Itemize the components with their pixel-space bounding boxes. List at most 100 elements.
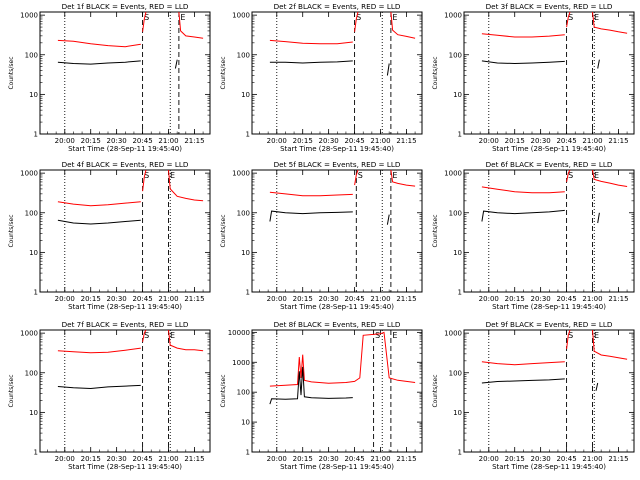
end-marker-label: E — [392, 331, 397, 340]
y-tick-label: 10 — [453, 91, 462, 99]
lld-series-line-seg1 — [566, 11, 571, 28]
lld-series-line-seg0 — [269, 39, 353, 45]
lld-series-line-seg1 — [142, 11, 147, 32]
start-marker-label: S — [568, 331, 573, 340]
start-marker-label: S — [144, 171, 149, 180]
panel-title: Det 8f BLACK = Events, RED = LLD — [274, 320, 401, 329]
x-tick-label: 20:15 — [293, 455, 313, 463]
events-series-line-seg0 — [57, 60, 141, 65]
y-tick-label: 1 — [246, 449, 250, 457]
x-tick-label: 21:15 — [396, 137, 416, 145]
y-axis-label: Counts/sec — [432, 374, 439, 407]
x-tick-label: 21:15 — [184, 455, 204, 463]
x-tick-label: 20:45 — [556, 455, 576, 463]
events-series-line-seg1 — [597, 59, 600, 69]
y-tick-label: 1000 — [232, 12, 250, 20]
y-tick-label: 100 — [449, 369, 462, 377]
lld-series-line-seg1 — [142, 169, 147, 192]
x-axis-label: Start Time (28-Sep-11 19:45:40) — [68, 463, 182, 471]
y-tick-label: 10 — [241, 249, 250, 257]
lld-series-line-seg0 — [269, 331, 416, 387]
x-tick-label: 20:45 — [556, 137, 576, 145]
start-marker-label: S — [375, 331, 380, 340]
start-marker-label: S — [144, 13, 149, 22]
y-tick-label: 1000 — [444, 170, 462, 178]
x-tick-label: 20:45 — [344, 295, 364, 303]
y-tick-label: 1000 — [20, 170, 38, 178]
x-tick-label: 20:00 — [479, 137, 499, 145]
y-tick-label: 1 — [34, 131, 38, 139]
end-marker-label: E — [594, 13, 599, 22]
y-tick-label: 1 — [34, 289, 38, 297]
x-tick-label: 21:00 — [370, 137, 390, 145]
x-tick-label: 20:00 — [55, 455, 75, 463]
lld-series-line-seg2 — [592, 11, 628, 34]
y-tick-label: 10 — [241, 91, 250, 99]
x-tick-label: 20:45 — [344, 137, 364, 145]
lld-series-line-seg0 — [57, 347, 141, 354]
events-series-line-seg0 — [57, 219, 141, 225]
y-axis-label: Counts/sec — [432, 214, 439, 247]
panel-title: Det 7f BLACK = Events, RED = LLD — [62, 320, 189, 329]
y-axis-label: Counts/sec — [220, 56, 227, 89]
x-tick-label: 20:15 — [81, 137, 101, 145]
plot-frame — [463, 329, 635, 453]
plot-frame — [39, 11, 211, 135]
events-series-line-seg1 — [174, 59, 178, 69]
x-tick-label: 20:00 — [267, 137, 287, 145]
y-tick-label: 10 — [241, 419, 250, 427]
events-series-line-seg0 — [481, 209, 565, 222]
x-tick-label: 21:15 — [184, 295, 204, 303]
x-tick-label: 21:00 — [158, 455, 178, 463]
lld-series-line-seg2 — [168, 329, 204, 352]
lld-series-line-seg1 — [566, 329, 571, 349]
end-marker-label: E — [392, 171, 397, 180]
events-series-line-seg1 — [597, 212, 600, 224]
y-tick-label: 100 — [237, 389, 250, 397]
detector-panel-5: Det 5f BLACK = Events, RED = LLD Counts/s… — [220, 160, 423, 311]
y-tick-label: 1000 — [20, 12, 38, 20]
y-tick-label: 100 — [449, 209, 462, 217]
detector-panel-2: Det 2f BLACK = Events, RED = LLD Counts/s… — [220, 2, 423, 153]
lld-series-line-seg0 — [481, 186, 565, 194]
end-marker-label: E — [392, 13, 397, 22]
events-series-line-seg0 — [269, 210, 353, 222]
lld-series-line-seg1 — [566, 169, 571, 182]
x-tick-label: 20:15 — [505, 295, 525, 303]
end-marker-label: E — [180, 13, 185, 22]
detector-panel-3: Det 3f BLACK = Events, RED = LLD Counts/s… — [432, 2, 635, 153]
x-tick-label: 20:30 — [107, 137, 127, 145]
panel-title: Det 9f BLACK = Events, RED = LLD — [486, 320, 613, 329]
y-tick-label: 1000 — [20, 330, 38, 338]
y-tick-label: 1 — [458, 131, 462, 139]
x-axis-label: Start Time (28-Sep-11 19:45:40) — [280, 463, 394, 471]
y-tick-label: 1 — [458, 449, 462, 457]
x-tick-label: 20:45 — [344, 455, 364, 463]
y-axis-label: Counts/sec — [8, 56, 15, 89]
x-tick-label: 20:15 — [505, 137, 525, 145]
x-tick-label: 21:00 — [370, 455, 390, 463]
panel-title: Det 4f BLACK = Events, RED = LLD — [62, 160, 189, 169]
x-tick-label: 20:45 — [556, 295, 576, 303]
x-tick-label: 21:15 — [396, 295, 416, 303]
detector-panel-8: Det 8f BLACK = Events, RED = LLD Counts/s… — [220, 320, 423, 471]
detector-panel-7: Det 7f BLACK = Events, RED = LLD Counts/s… — [8, 320, 211, 471]
lld-series-line-seg0 — [481, 33, 565, 38]
detector-panel-6: Det 6f BLACK = Events, RED = LLD Counts/s… — [432, 160, 635, 311]
x-tick-label: 20:30 — [319, 137, 339, 145]
lld-series-line-seg1 — [354, 169, 359, 186]
lld-series-line-seg0 — [481, 361, 565, 366]
x-tick-label: 20:15 — [293, 137, 313, 145]
x-axis-label: Start Time (28-Sep-11 19:45:40) — [68, 145, 182, 153]
events-series-line-seg0 — [269, 60, 353, 64]
lld-series-line-seg2 — [390, 169, 416, 187]
x-tick-label: 21:15 — [608, 455, 628, 463]
plot-frame — [251, 11, 423, 135]
x-tick-label: 20:15 — [81, 455, 101, 463]
x-tick-label: 20:00 — [479, 455, 499, 463]
x-tick-label: 20:30 — [319, 295, 339, 303]
x-tick-label: 21:00 — [158, 295, 178, 303]
x-tick-label: 20:00 — [267, 295, 287, 303]
detector-panel-4: Det 4f BLACK = Events, RED = LLD Counts/s… — [8, 160, 211, 311]
